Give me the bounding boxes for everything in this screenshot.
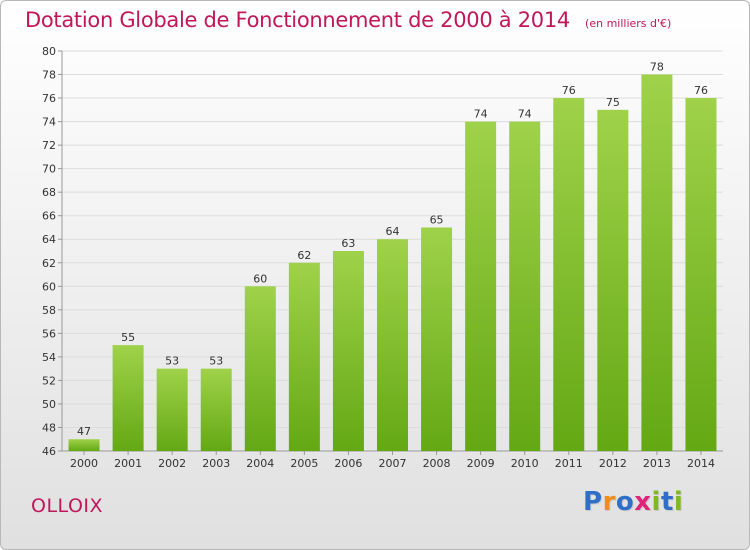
data-label: 47 — [77, 425, 91, 438]
data-label: 74 — [474, 108, 488, 121]
y-tick-label: 80 — [42, 45, 56, 58]
bar-2011 — [553, 98, 585, 451]
y-tick-label: 72 — [42, 139, 56, 152]
x-tick-label: 2003 — [202, 457, 230, 470]
title-row: Dotation Globale de Fonctionnement de 20… — [25, 8, 671, 32]
data-label: 75 — [606, 96, 620, 109]
bar-2002 — [156, 368, 188, 451]
data-label: 63 — [341, 237, 355, 250]
data-label: 64 — [386, 225, 400, 238]
logo-letter: i — [651, 487, 661, 517]
chart-title: Dotation Globale de Fonctionnement de 20… — [25, 8, 570, 32]
bar-2004 — [244, 286, 276, 451]
bar-2003 — [200, 368, 232, 451]
data-label: 74 — [518, 108, 532, 121]
data-label: 65 — [430, 213, 444, 226]
x-tick-label: 2007 — [379, 457, 407, 470]
bar-2000 — [68, 439, 100, 451]
data-label: 78 — [650, 61, 664, 74]
x-tick-label: 2008 — [423, 457, 451, 470]
data-label: 60 — [253, 272, 267, 285]
bar-2010 — [509, 121, 541, 452]
data-label: 76 — [694, 84, 708, 97]
logo-letter: i — [673, 487, 684, 517]
bar-2005 — [288, 262, 320, 451]
x-tick-label: 2005 — [290, 457, 318, 470]
y-tick-label: 48 — [42, 421, 56, 434]
bar-2012 — [597, 109, 629, 451]
bar-2001 — [112, 345, 144, 451]
bar-2007 — [377, 239, 408, 451]
x-tick-label: 2014 — [687, 457, 715, 470]
y-tick-label: 64 — [42, 233, 56, 246]
data-label: 62 — [297, 249, 311, 262]
y-tick-label: 46 — [42, 445, 56, 458]
y-tick-label: 66 — [42, 210, 56, 223]
data-label: 76 — [562, 84, 576, 97]
data-label: 55 — [121, 331, 135, 344]
y-tick-label: 56 — [42, 327, 56, 340]
bar-2006 — [332, 251, 364, 451]
x-tick-label: 2012 — [599, 457, 627, 470]
logo-letter: r — [602, 487, 616, 517]
chart-subtitle: (en milliers d'€) — [585, 17, 672, 30]
bar-2009 — [465, 121, 497, 452]
y-tick-label: 74 — [42, 116, 56, 129]
x-tick-label: 2013 — [643, 457, 671, 470]
y-tick-label: 68 — [42, 186, 56, 199]
place-name: OLLOIX — [31, 495, 104, 517]
x-tick-label: 2000 — [70, 457, 98, 470]
data-label: 53 — [165, 355, 179, 368]
x-tick-label: 2009 — [467, 457, 495, 470]
y-tick-label: 76 — [42, 92, 56, 105]
data-label: 53 — [209, 355, 223, 368]
y-tick-label: 62 — [42, 257, 56, 270]
x-tick-label: 2002 — [158, 457, 186, 470]
x-tick-label: 2010 — [511, 457, 539, 470]
logo-letter: x — [634, 487, 652, 517]
bar-2014 — [685, 98, 717, 451]
y-tick-label: 70 — [42, 163, 56, 176]
y-tick-label: 52 — [42, 374, 56, 387]
logo-letter: o — [615, 487, 635, 517]
y-tick-label: 60 — [42, 280, 56, 293]
y-tick-label: 50 — [42, 398, 56, 411]
logo-letter: t — [660, 487, 674, 517]
x-tick-label: 2001 — [114, 457, 142, 470]
y-tick-label: 54 — [42, 351, 56, 364]
bar-2008 — [421, 227, 453, 451]
x-tick-label: 2006 — [334, 457, 362, 470]
x-tick-label: 2011 — [555, 457, 583, 470]
bar-2013 — [641, 74, 673, 451]
y-tick-label: 58 — [42, 304, 56, 317]
x-tick-label: 2004 — [246, 457, 274, 470]
proxiti-logo: Proxiti — [583, 487, 683, 517]
logo-letter: P — [583, 487, 603, 517]
y-tick-label: 78 — [42, 69, 56, 82]
